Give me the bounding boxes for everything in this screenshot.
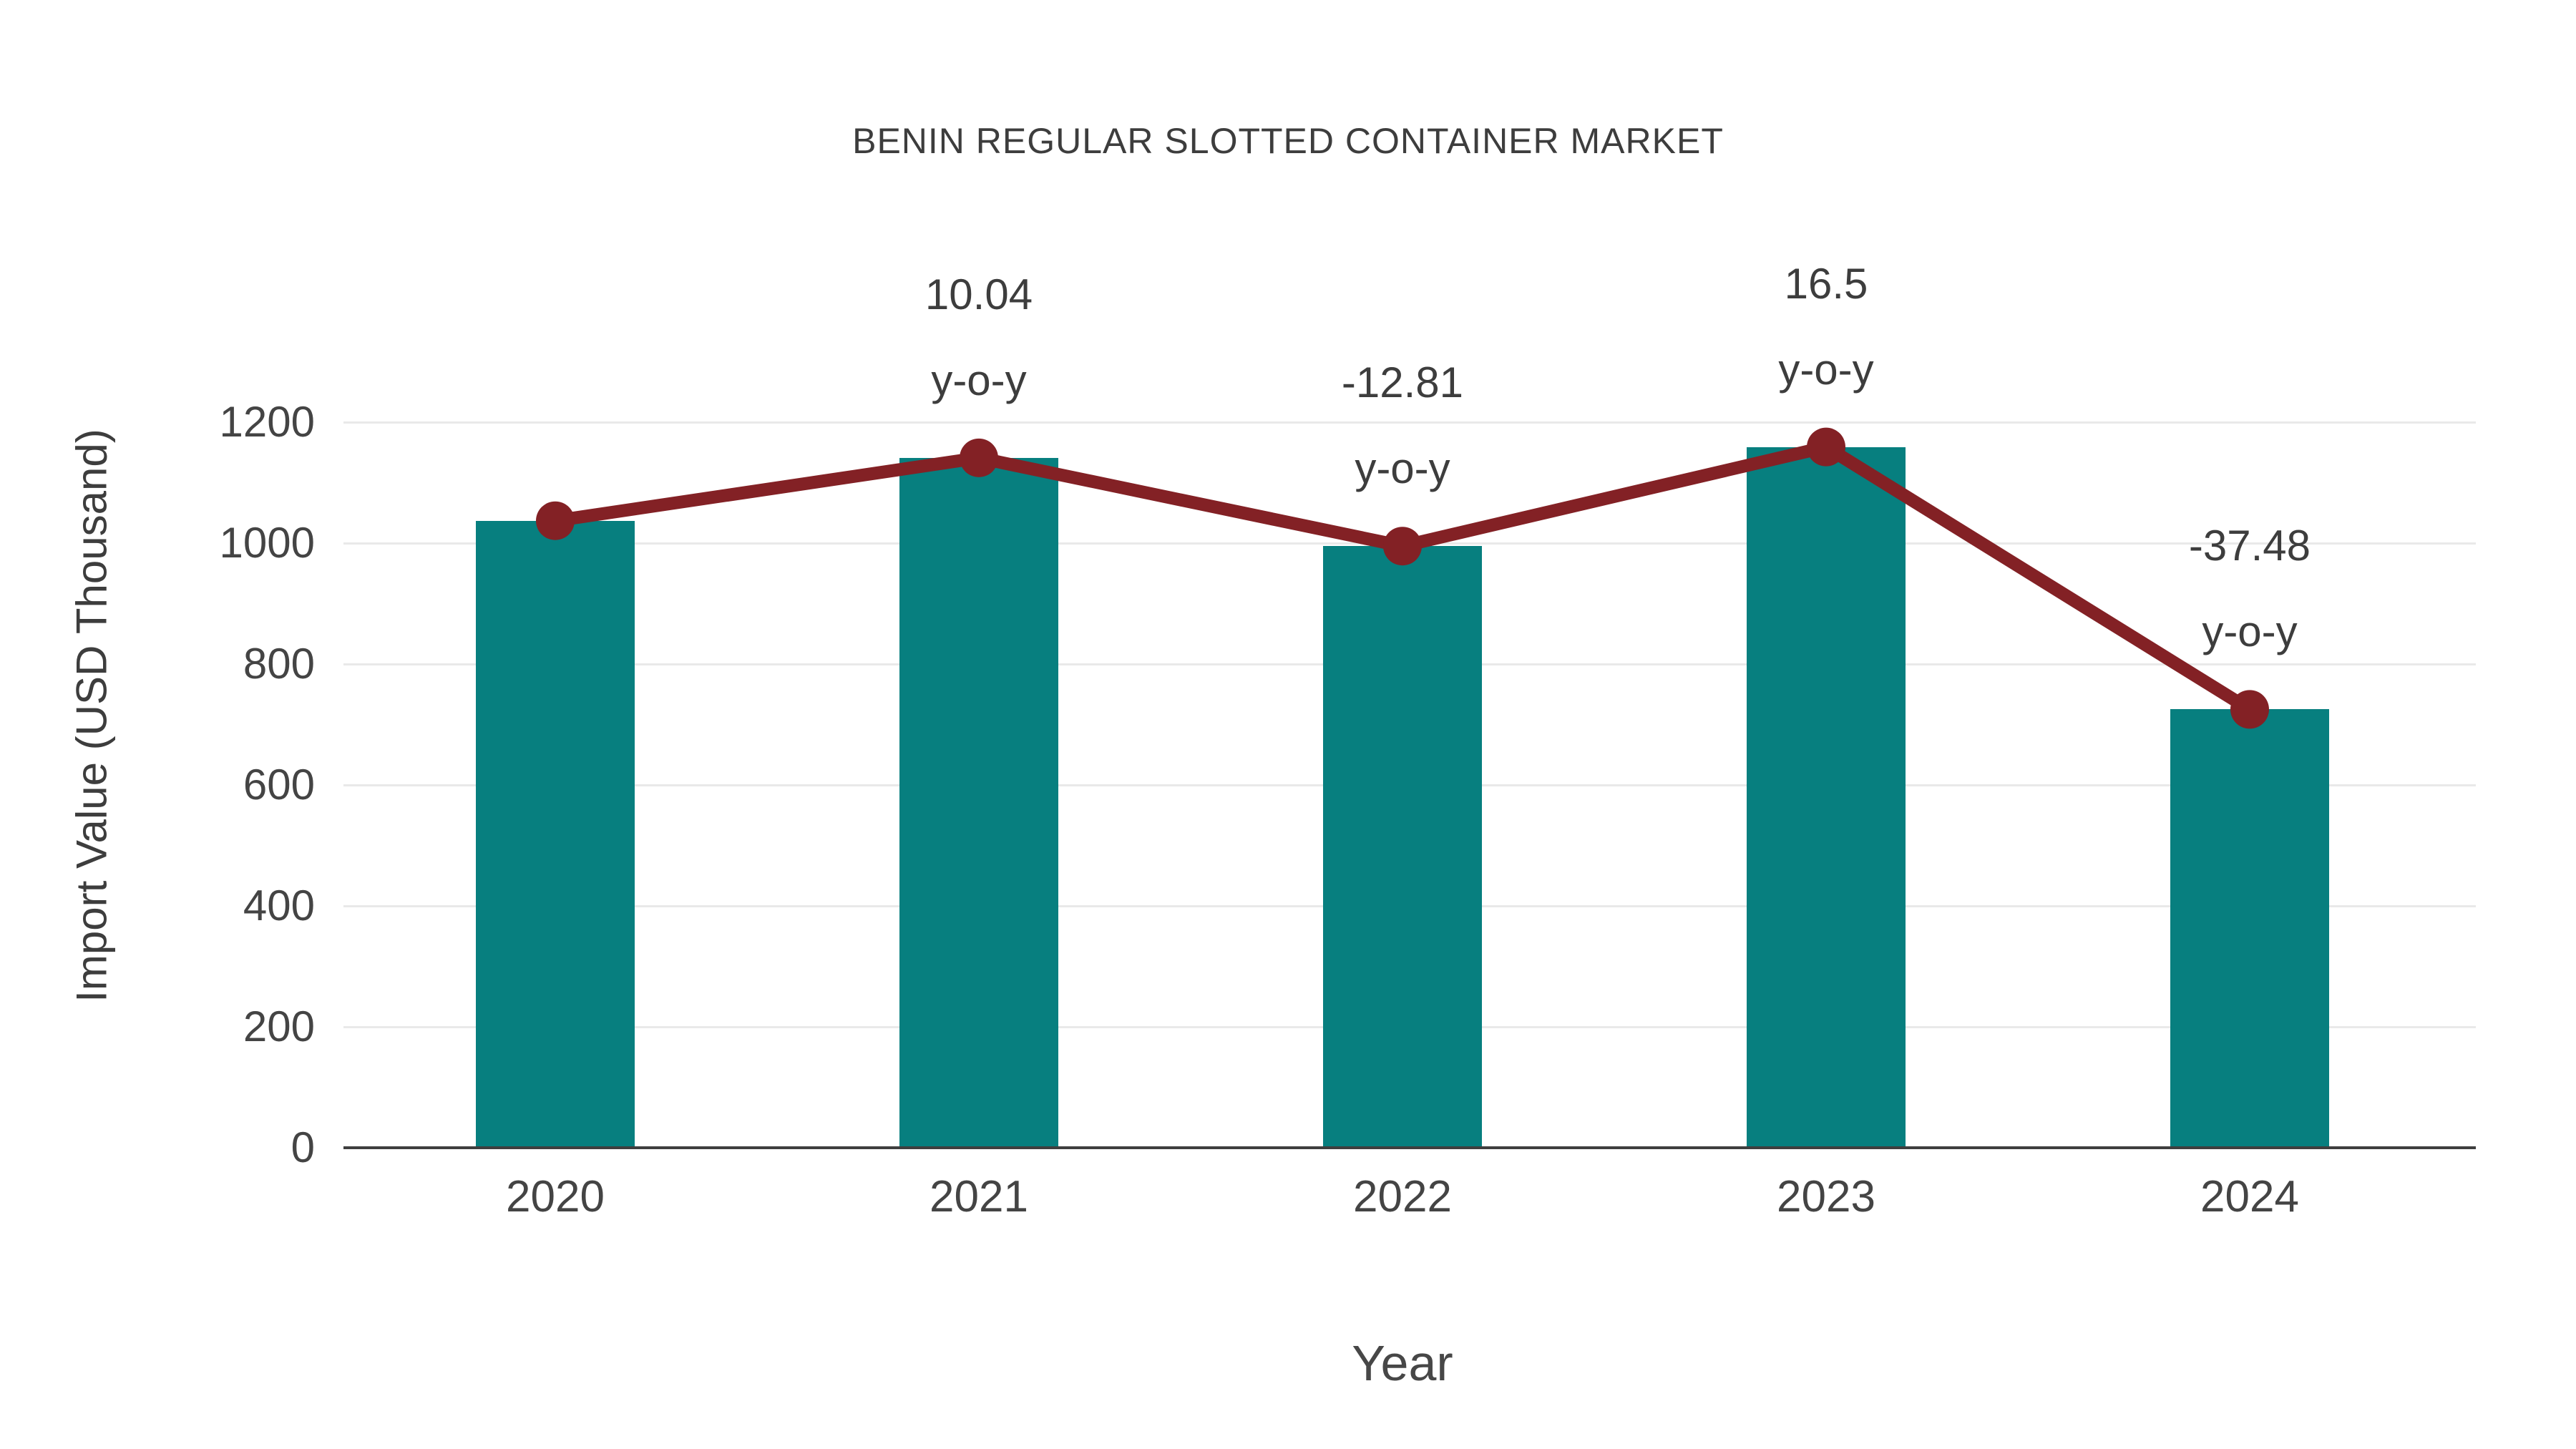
data-point-2024	[2230, 690, 2269, 729]
gridline-1200	[343, 421, 2476, 424]
x-tick-label-2020: 2020	[506, 1172, 605, 1221]
bar-2024	[2170, 709, 2329, 1146]
data-point-2020	[536, 501, 575, 540]
annotation-suffix-2024: y-o-y	[2202, 608, 2298, 656]
bar-2020	[476, 520, 635, 1146]
y-tick-label-200: 200	[243, 1002, 315, 1050]
y-tick-label-1000: 1000	[219, 519, 315, 567]
x-axis-line	[343, 1146, 2476, 1149]
x-tick-label-2024: 2024	[2200, 1172, 2299, 1221]
bar-2022	[1323, 546, 1482, 1146]
annotation-suffix-2023: y-o-y	[1778, 345, 1874, 394]
x-tick-label-2022: 2022	[1353, 1172, 1452, 1221]
bar-2023	[1747, 447, 1906, 1146]
data-point-2021	[960, 438, 998, 477]
annotation-suffix-2022: y-o-y	[1355, 444, 1450, 493]
chart-title: BENIN REGULAR SLOTTED CONTAINER MARKET	[852, 121, 1724, 161]
x-axis-title: Year	[1352, 1335, 1453, 1391]
bar-2021	[899, 457, 1058, 1146]
y-tick-label-1200: 1200	[219, 398, 315, 446]
y-tick-label-600: 600	[243, 761, 315, 809]
data-point-2023	[1807, 427, 1845, 467]
annotation-value-2021: 10.04	[924, 270, 1033, 318]
data-point-2022	[1383, 527, 1422, 566]
x-tick-label-2023: 2023	[1777, 1172, 1875, 1221]
y-tick-label-0: 0	[291, 1123, 315, 1171]
annotation-value-2022: -12.81	[1341, 358, 1464, 407]
annotation-value-2024: -37.48	[2188, 522, 2311, 570]
x-tick-label-2021: 2021	[930, 1172, 1028, 1221]
annotation-suffix-2021: y-o-y	[931, 356, 1027, 404]
annotation-value-2023: 16.5	[1784, 259, 1868, 308]
y-tick-label-400: 400	[243, 882, 315, 930]
y-tick-label-800: 800	[243, 640, 315, 688]
